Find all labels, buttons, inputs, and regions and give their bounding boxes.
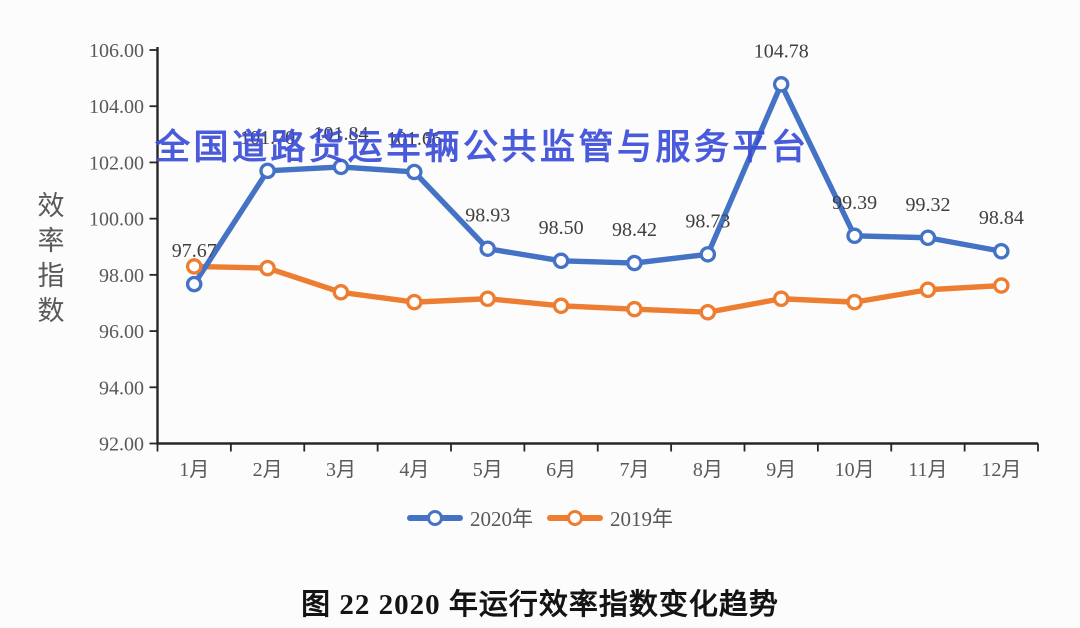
x-tick-label: 7月 xyxy=(619,459,649,481)
legend-marker-2020-icon xyxy=(407,509,463,527)
data-label-2月: 101.70 xyxy=(240,127,295,149)
marker-2020年-1月 xyxy=(185,275,203,293)
legend-label-2020: 2020年 xyxy=(470,507,533,531)
x-tick-label: 2月 xyxy=(253,459,283,481)
watermark-text: 全国道路货运车辆公共监管与服务平台 xyxy=(155,128,810,167)
marker-2020年-3月 xyxy=(332,158,350,176)
chart-legend: 2020年 2019年 xyxy=(0,503,1080,533)
x-tick-label: 1月 xyxy=(179,459,209,481)
marker-2020年-2月 xyxy=(259,162,276,180)
data-label-8月: 98.73 xyxy=(685,210,730,232)
marker-2019年-3月 xyxy=(332,284,350,301)
data-label-5月: 98.93 xyxy=(465,205,510,227)
x-tick-label: 4月 xyxy=(399,459,429,481)
marker-2020年-8月 xyxy=(699,246,717,263)
y-tick-label: 92.00 xyxy=(99,434,144,456)
marker-2020年-7月 xyxy=(626,254,643,272)
marker-2019年-11月 xyxy=(919,281,937,299)
legend-label-2019: 2019年 xyxy=(610,507,673,531)
data-label-10月: 99.39 xyxy=(832,192,877,214)
marker-2019年-4月 xyxy=(406,293,423,311)
marker-2019年-10月 xyxy=(846,293,863,311)
y-tick-label: 102.00 xyxy=(89,152,144,174)
marker-2020年-6月 xyxy=(552,252,570,270)
x-tick-label: 11月 xyxy=(908,459,947,481)
marker-2019年-5月 xyxy=(479,290,496,307)
marker-2020年-9月 xyxy=(772,76,790,93)
y-tick-label: 94.00 xyxy=(99,377,144,399)
x-tick-label: 6月 xyxy=(546,459,576,481)
legend-marker-2019-icon xyxy=(547,509,603,527)
marker-2020年-4月 xyxy=(406,163,423,181)
figure-caption: 图 22 2020 年运行效率指数变化趋势 xyxy=(301,589,779,621)
y-tick-label: 100.00 xyxy=(89,209,144,231)
marker-2019年-1月 xyxy=(185,258,203,275)
data-label-1月: 97.67 xyxy=(172,240,217,262)
data-label-9月: 104.78 xyxy=(754,40,809,62)
marker-2019年-12月 xyxy=(993,277,1010,294)
marker-2020年-11月 xyxy=(919,229,937,247)
marker-2019年-7月 xyxy=(626,300,643,318)
x-tick-label: 12月 xyxy=(981,459,1021,481)
line-2019年 xyxy=(191,263,1005,315)
marker-2020年-10月 xyxy=(846,227,863,245)
y-axis-title: 效率指数 xyxy=(37,191,65,326)
y-tick-label: 96.00 xyxy=(99,321,144,343)
y-tick-label: 98.00 xyxy=(99,265,144,287)
marker-2019年-9月 xyxy=(772,290,790,307)
marker-2019年-2月 xyxy=(259,259,276,277)
x-tick-label: 10月 xyxy=(835,459,875,481)
data-label-6月: 98.50 xyxy=(539,217,584,239)
y-tick-label: 106.00 xyxy=(89,40,144,62)
axis-lines xyxy=(156,47,1038,445)
marker-2019年-8月 xyxy=(699,303,717,321)
legend-item-2019: 2019年 xyxy=(547,503,673,533)
data-label-7月: 98.42 xyxy=(612,219,657,241)
data-label-3月: 101.84 xyxy=(313,123,368,145)
marker-2020年-5月 xyxy=(479,240,496,257)
line-2020年 xyxy=(191,81,1005,287)
legend-item-2020: 2020年 xyxy=(407,503,533,533)
x-tick-label: 5月 xyxy=(473,459,503,481)
marker-2019年-6月 xyxy=(552,297,570,315)
line-chart-canvas: 106.00 104.00 102.00 100.00 98.00 96.00 94.00 9… xyxy=(89,40,1039,481)
data-label-4月: 101.66 xyxy=(387,128,442,150)
x-tick-label: 3月 xyxy=(326,459,356,481)
y-tick-label: 104.00 xyxy=(89,96,144,118)
data-label-12月: 98.84 xyxy=(979,207,1024,229)
x-tick-label: 8月 xyxy=(693,459,723,481)
data-label-11月: 99.32 xyxy=(905,194,950,216)
x-tick-label: 9月 xyxy=(766,459,796,481)
marker-2020年-12月 xyxy=(993,242,1010,260)
